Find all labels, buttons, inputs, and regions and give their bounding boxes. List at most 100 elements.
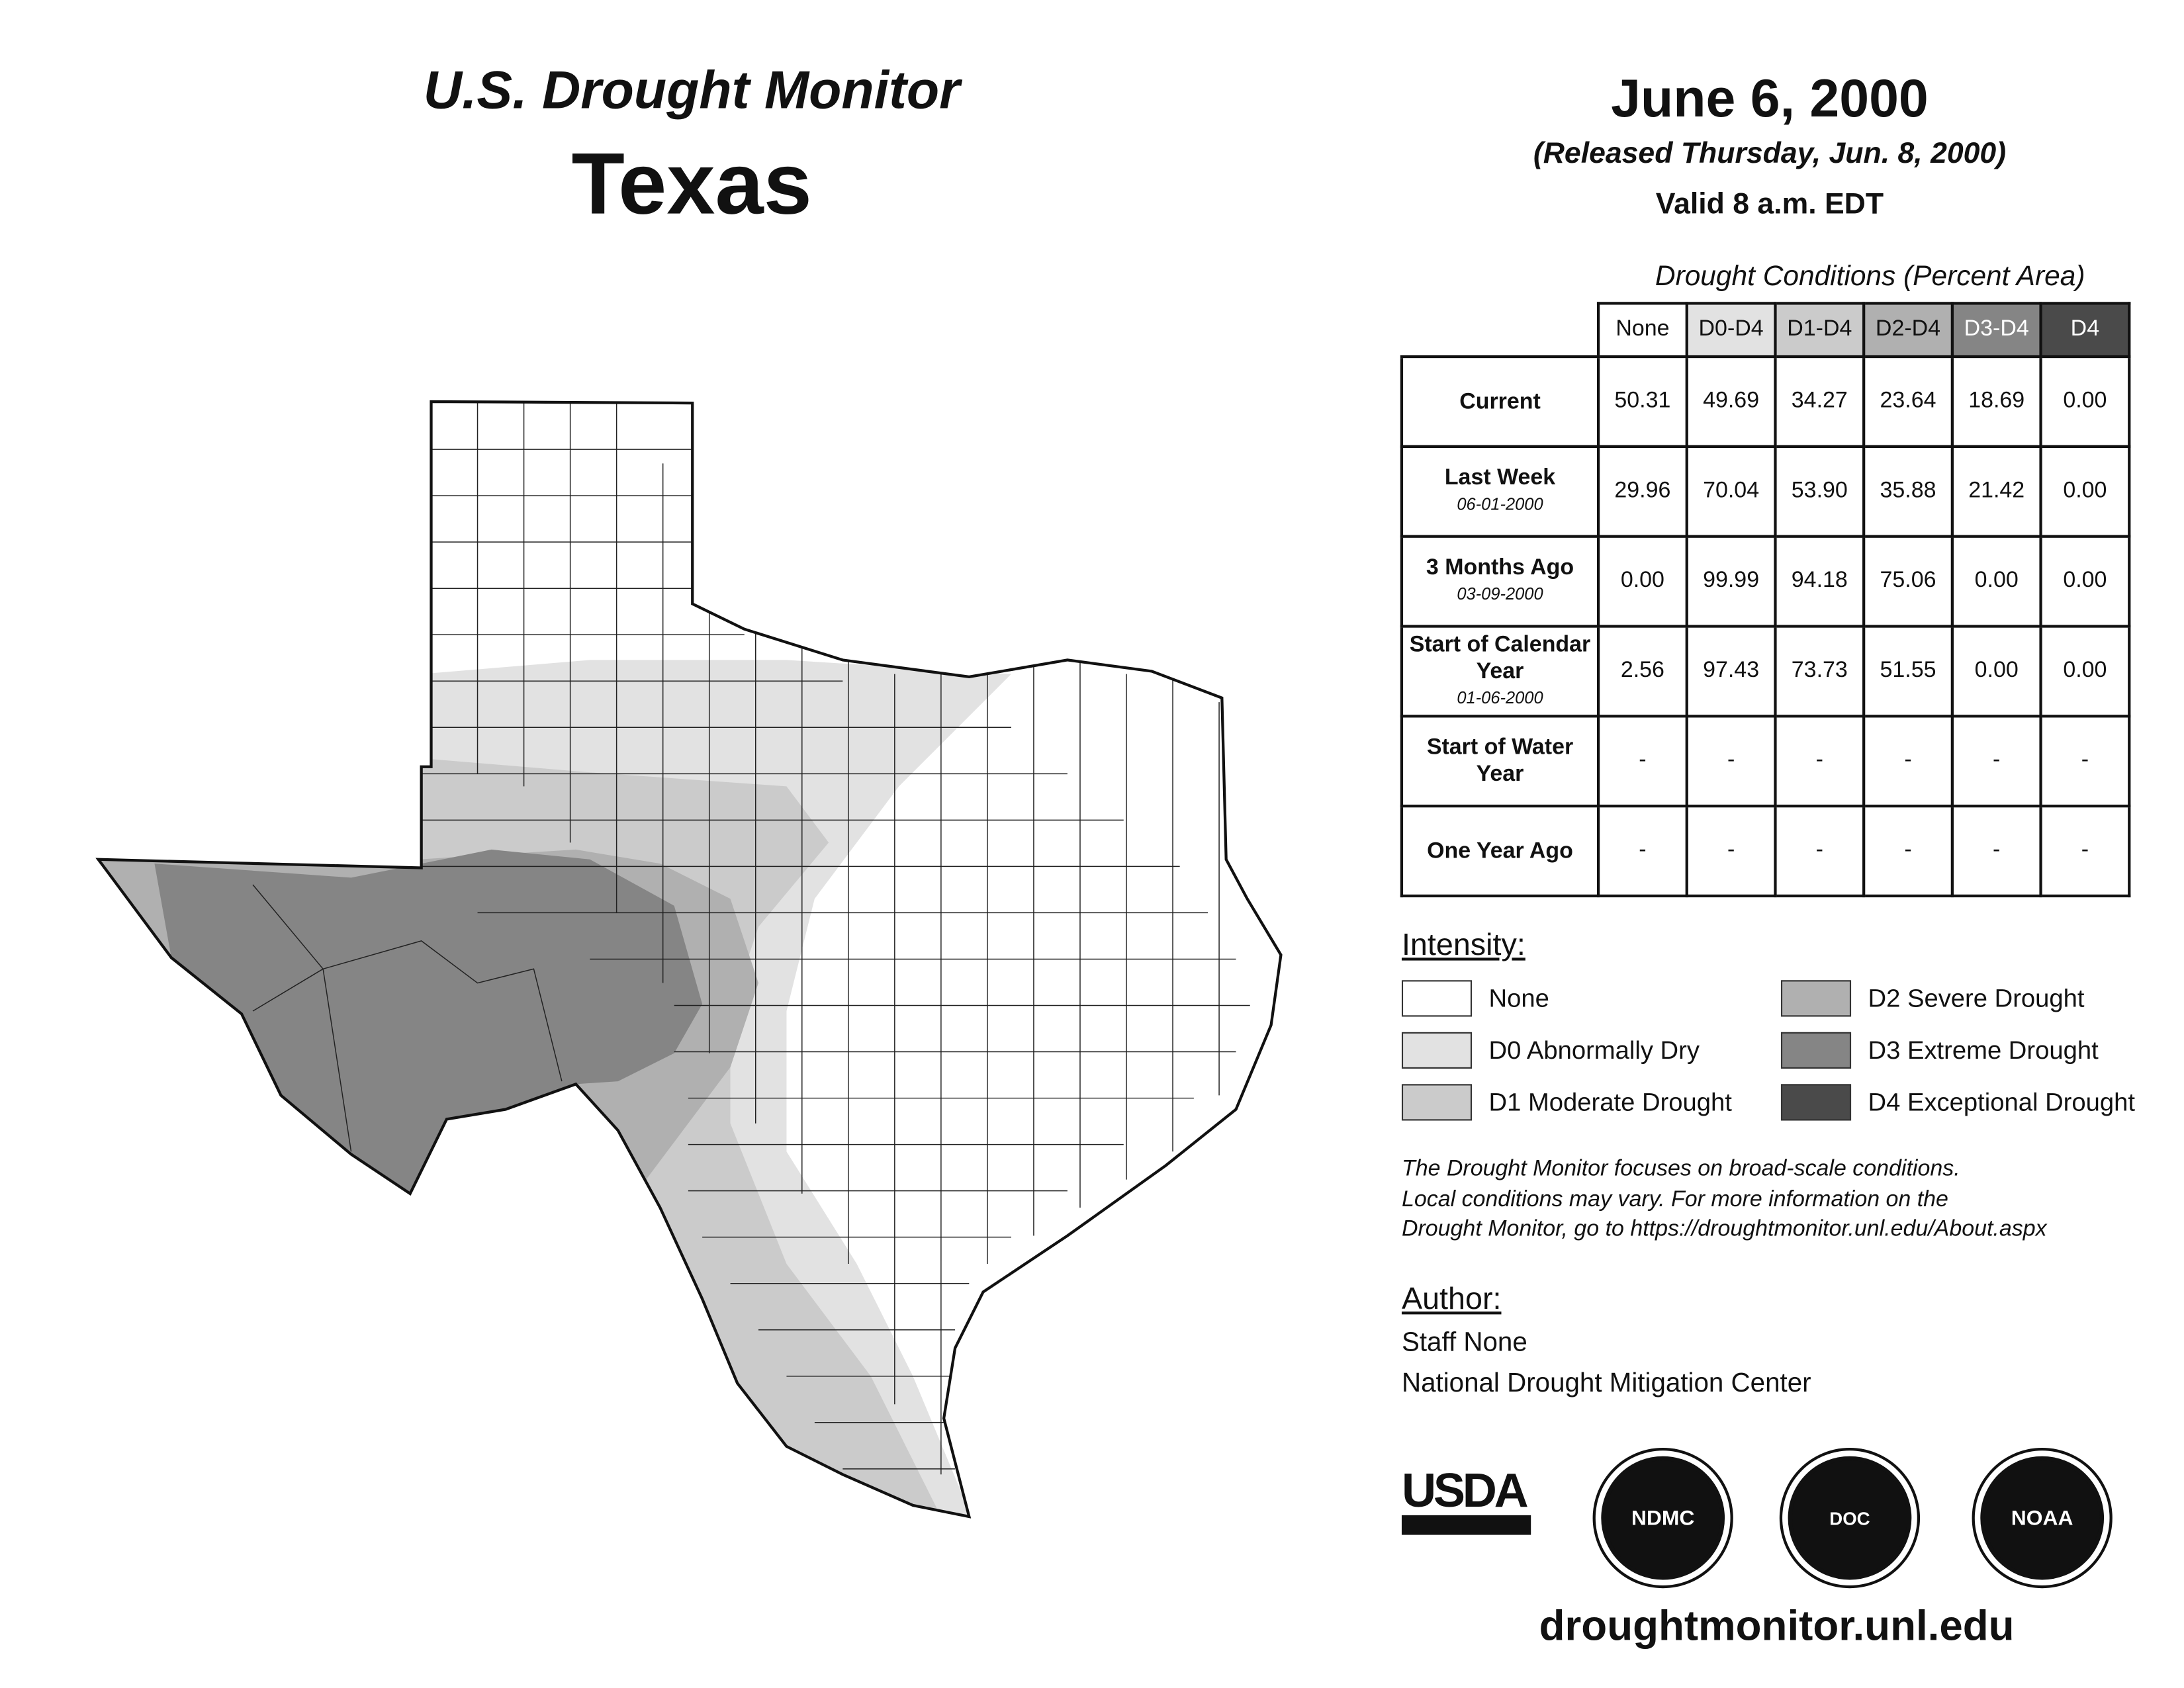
disclaimer: The Drought Monitor focuses on broad-sca…: [1402, 1154, 2184, 1245]
col-d3-d4: D3-D4: [1950, 302, 2042, 359]
table-cell: 97.43: [1685, 625, 1777, 718]
legend-swatch: [1401, 1084, 1473, 1121]
table-cell: 50.31: [1596, 355, 1688, 448]
legend-item: None: [1401, 980, 1549, 1017]
row-label: Current: [1400, 355, 1600, 448]
table-cell: 73.73: [1774, 625, 1866, 718]
doc-seal-logo: DOC: [1788, 1456, 1912, 1580]
table-row: Last Week 06-01-2000 29.96 70.04 53.90 35.88 2…: [1400, 445, 2131, 538]
col-d0-d4: D0-D4: [1685, 302, 1777, 359]
table-cell: 94.18: [1774, 535, 1866, 628]
row-label-text: Last Week: [1444, 466, 1556, 490]
legend-swatch: [1401, 980, 1473, 1017]
table-cell: -: [1862, 715, 1954, 808]
legend-item: D1 Moderate Drought: [1401, 1084, 1732, 1121]
table-cell: -: [1596, 805, 1688, 898]
col-d4: D4: [2039, 302, 2131, 359]
author-title: Author:: [1401, 1280, 1502, 1316]
table-title: Drought Conditions (Percent Area): [1655, 261, 2085, 292]
table-cell: -: [1950, 715, 2042, 808]
row-label-text: Start of Water Year: [1426, 736, 1574, 787]
table-cell: 0.00: [2039, 535, 2131, 628]
table-cell: 23.64: [1862, 355, 1954, 448]
author-name: Staff None: [1401, 1328, 1527, 1358]
valid-time: Valid 8 a.m. EDT: [1655, 188, 1884, 221]
usda-logo: USDA: [1401, 1468, 1531, 1535]
row-date: 06-01-2000: [1457, 494, 1543, 514]
row-date: 03-09-2000: [1457, 584, 1543, 604]
table-cell: -: [1950, 805, 2042, 898]
row-label: Start of Water Year: [1400, 715, 1600, 808]
map-date: June 6, 2000: [1611, 70, 1929, 130]
table-cell: 35.88: [1862, 445, 1954, 538]
table-cell: -: [1685, 805, 1777, 898]
legend-title: Intensity:: [1401, 926, 1525, 962]
table-cell: 0.00: [2039, 445, 2131, 538]
table-cell: 99.99: [1685, 535, 1777, 628]
table-cell: 2.56: [1596, 625, 1688, 718]
legend-label: D0 Abnormally Dry: [1488, 1036, 1700, 1064]
row-label-text: Current: [1459, 389, 1541, 414]
legend-label: D3 Extreme Drought: [1868, 1036, 2099, 1064]
table-cell: 0.00: [1950, 535, 2042, 628]
monitor-title: U.S. Drought Monitor: [423, 62, 960, 121]
noaa-logo: NOAA: [1980, 1456, 2105, 1580]
table-cell: 70.04: [1685, 445, 1777, 538]
note-line: Local conditions may vary. For more info…: [1401, 1187, 1948, 1212]
table-header-row: None D0-D4 D1-D4 D2-D4 D3-D4 D4: [1401, 302, 2131, 359]
table-row: Start of Calendar Year 01-06-2000 2.56 97.4…: [1400, 625, 2131, 718]
table-row: Start of Water Year - - - - - -: [1400, 715, 2131, 808]
row-label: 3 Months Ago 03-09-2000: [1400, 535, 1600, 628]
row-label-text: Start of Calendar Year: [1409, 633, 1591, 684]
table-cell: -: [1862, 805, 1954, 898]
legend-swatch: [1780, 1032, 1852, 1069]
table-cell: 51.55: [1862, 625, 1954, 718]
d3-area: [154, 849, 703, 1194]
state-title: Texas: [571, 136, 812, 234]
table-cell: 53.90: [1774, 445, 1866, 538]
drought-conditions-table: None D0-D4 D1-D4 D2-D4 D3-D4 D4 Current 5…: [1400, 302, 2131, 898]
author-org: National Drought Mitigation Center: [1401, 1369, 1811, 1399]
row-date: 01-06-2000: [1457, 687, 1543, 707]
row-label-text: 3 Months Ago: [1426, 556, 1574, 580]
note-line: Drought Monitor, go to https://droughtmo…: [1401, 1217, 2047, 1242]
table-row: Current 50.31 49.69 34.27 23.64 18.69 0.00: [1400, 355, 2131, 448]
table-cell: 0.00: [1950, 625, 2042, 718]
table-cell: 49.69: [1685, 355, 1777, 448]
county-lines: [252, 401, 1250, 1475]
table-cell: -: [2039, 805, 2131, 898]
table-cell: -: [1774, 715, 1866, 808]
table-cell: -: [2039, 715, 2131, 808]
col-none: None: [1596, 302, 1688, 359]
row-label-text: One Year Ago: [1427, 839, 1573, 864]
legend-swatch: [1780, 980, 1852, 1017]
table-cell: 29.96: [1596, 445, 1688, 538]
col-d1-d4: D1-D4: [1774, 302, 1866, 359]
legend-item: D3 Extreme Drought: [1780, 1032, 2099, 1069]
legend-label: None: [1488, 983, 1549, 1012]
row-label: Last Week 06-01-2000: [1400, 445, 1600, 538]
table-cell: 21.42: [1950, 445, 2042, 538]
col-d2-d4: D2-D4: [1862, 302, 1954, 359]
table-cell: -: [1596, 715, 1688, 808]
legend-label: D1 Moderate Drought: [1488, 1087, 1732, 1116]
row-label: One Year Ago: [1400, 805, 1600, 898]
note-line: The Drought Monitor focuses on broad-sca…: [1401, 1157, 1960, 1181]
table-cell: 18.69: [1950, 355, 2042, 448]
table-cell: 34.27: [1774, 355, 1866, 448]
table-row: 3 Months Ago 03-09-2000 0.00 99.99 94.18 75.0…: [1400, 535, 2131, 628]
ndmc-logo: NDMC: [1601, 1456, 1725, 1580]
footer-url[interactable]: droughtmonitor.unl.edu: [1539, 1603, 2015, 1650]
table-row: One Year Ago - - - - - -: [1400, 805, 2131, 898]
texas-drought-map: [0, 0, 1348, 1688]
legend-item: D2 Severe Drought: [1780, 980, 2085, 1017]
legend-label: D4 Exceptional Drought: [1868, 1087, 2135, 1116]
table-cell: 0.00: [1596, 535, 1688, 628]
legend-swatch: [1401, 1032, 1473, 1069]
table-cell: 0.00: [2039, 355, 2131, 448]
table-cell: 75.06: [1862, 535, 1954, 628]
release-date: (Released Thursday, Jun. 8, 2000): [1533, 137, 2007, 170]
legend-swatch: [1780, 1084, 1852, 1121]
table-cell: 0.00: [2039, 625, 2131, 718]
table-cell: -: [1774, 805, 1866, 898]
